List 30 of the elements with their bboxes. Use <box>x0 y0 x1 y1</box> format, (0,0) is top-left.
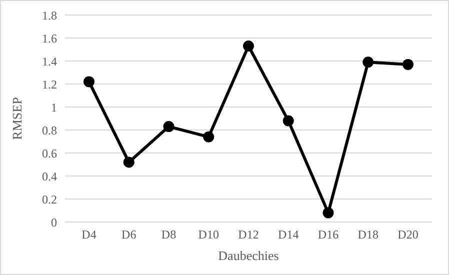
y-tick-label: 0.2 <box>42 192 57 206</box>
y-tick-label: 0 <box>51 215 57 230</box>
x-tick-label: D18 <box>358 228 378 242</box>
y-tick-label: 0.6 <box>42 146 57 160</box>
point <box>322 207 334 218</box>
point <box>402 58 414 70</box>
y-tick-label: 1.4 <box>42 54 57 68</box>
x-tick-label: D10 <box>198 228 219 242</box>
y-tick-label: 1.6 <box>42 31 57 46</box>
point <box>243 40 254 52</box>
point <box>123 156 134 168</box>
y-tick-label: 0.4 <box>42 169 57 184</box>
x-tick-label: D16 <box>318 228 339 242</box>
point <box>84 76 94 88</box>
point <box>362 56 374 68</box>
x-tick-label: D12 <box>238 228 259 242</box>
x-axis-title: Daubechies <box>218 248 279 263</box>
point <box>203 131 214 142</box>
x-tick-label: D6 <box>122 228 136 242</box>
x-tick-label: D4 <box>82 228 96 242</box>
y-tick-label: 0.8 <box>42 123 57 138</box>
x-tick-label: D8 <box>161 228 176 242</box>
point <box>163 121 174 132</box>
x-tick-label: D20 <box>398 228 418 242</box>
x-tick-label: D14 <box>278 228 299 242</box>
point <box>282 115 294 126</box>
y-tick-label: 1.8 <box>42 8 57 22</box>
y-tick-label: 1.2 <box>42 77 57 92</box>
y-tick-label: 1 <box>51 100 57 114</box>
y-axis-title: RMSEP <box>10 97 25 140</box>
